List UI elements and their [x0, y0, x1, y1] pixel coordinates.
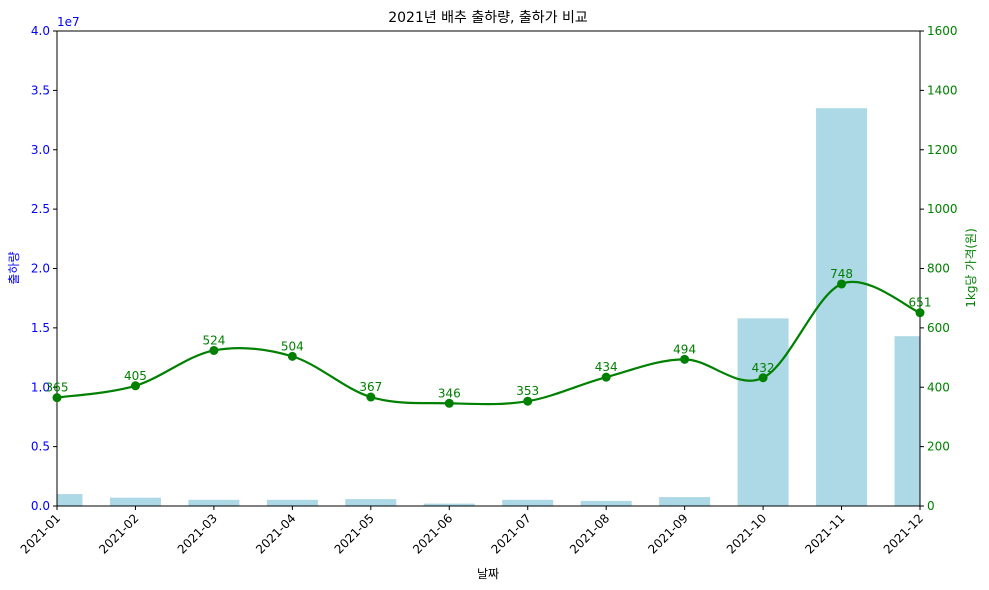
y-right-tick-label: 1000 [927, 202, 958, 216]
price-point [837, 279, 847, 289]
price-point [366, 392, 376, 402]
price-data-label: 346 [438, 386, 461, 400]
y-left-tick-label: 3.5 [31, 83, 50, 97]
y-left-tick-label: 0.0 [31, 499, 50, 513]
price-data-label: 651 [909, 296, 932, 310]
price-point [523, 396, 533, 406]
bar [57, 494, 83, 506]
price-data-label: 405 [124, 369, 147, 383]
bar [188, 499, 240, 506]
price-data-label: 504 [281, 339, 304, 353]
price-point [758, 373, 768, 383]
y-right-tick-label: 1400 [927, 83, 958, 97]
y-right-tick-label: 200 [927, 440, 950, 454]
chart-title: 2021년 배추 출하량, 출하가 비교 [388, 10, 588, 26]
bar [423, 503, 475, 506]
y-axis-right-label: 1kg당 가격(원) [964, 228, 978, 308]
price-point [287, 351, 297, 361]
bar [109, 497, 161, 506]
bar [502, 499, 554, 506]
y-right-tick-label: 800 [927, 262, 950, 276]
price-data-label: 365 [46, 381, 69, 395]
y-left-tick-label: 0.5 [31, 440, 50, 454]
y-right-tick-label: 1200 [927, 143, 958, 157]
price-point [680, 354, 690, 364]
y-left-tick-label: 4.0 [31, 24, 50, 38]
x-axis-label: 날짜 [477, 567, 499, 581]
bar [345, 499, 397, 506]
price-data-label: 367 [359, 380, 382, 394]
bar [266, 499, 318, 506]
price-data-label: 353 [516, 384, 539, 398]
price-data-label: 494 [673, 342, 696, 356]
y-left-tick-label: 3.0 [31, 143, 50, 157]
y-right-tick-label: 600 [927, 321, 950, 335]
price-data-label: 434 [595, 360, 618, 374]
bar [659, 497, 711, 506]
bar [737, 318, 789, 506]
price-point [130, 381, 140, 391]
y-axis-left-offset-label: 1e7 [57, 15, 80, 29]
bar-series [57, 108, 920, 506]
line-series: 365 405 524 504 367 346 353 434 494 432 748 651 [46, 267, 932, 408]
price-point [209, 345, 219, 355]
y-left-tick-label: 2.0 [31, 262, 50, 276]
price-point [915, 308, 925, 318]
price-point [601, 372, 611, 382]
bar [894, 336, 920, 506]
price-data-label: 524 [202, 333, 225, 347]
y-right-tick-label: 1600 [927, 24, 958, 38]
bar [580, 500, 632, 506]
y-axis-left-label: 출하량 [7, 251, 21, 284]
bar [816, 108, 868, 506]
y-left-tick-label: 2.5 [31, 202, 50, 216]
y-right-tick-label: 400 [927, 380, 950, 394]
y-left-tick-label: 1.0 [31, 380, 50, 394]
price-point [52, 393, 62, 403]
price-data-label: 432 [752, 361, 775, 375]
y-left-tick-label: 1.5 [31, 321, 50, 335]
price-point [444, 398, 454, 408]
price-data-label: 748 [830, 267, 853, 281]
y-right-tick-label: 0 [927, 499, 935, 513]
